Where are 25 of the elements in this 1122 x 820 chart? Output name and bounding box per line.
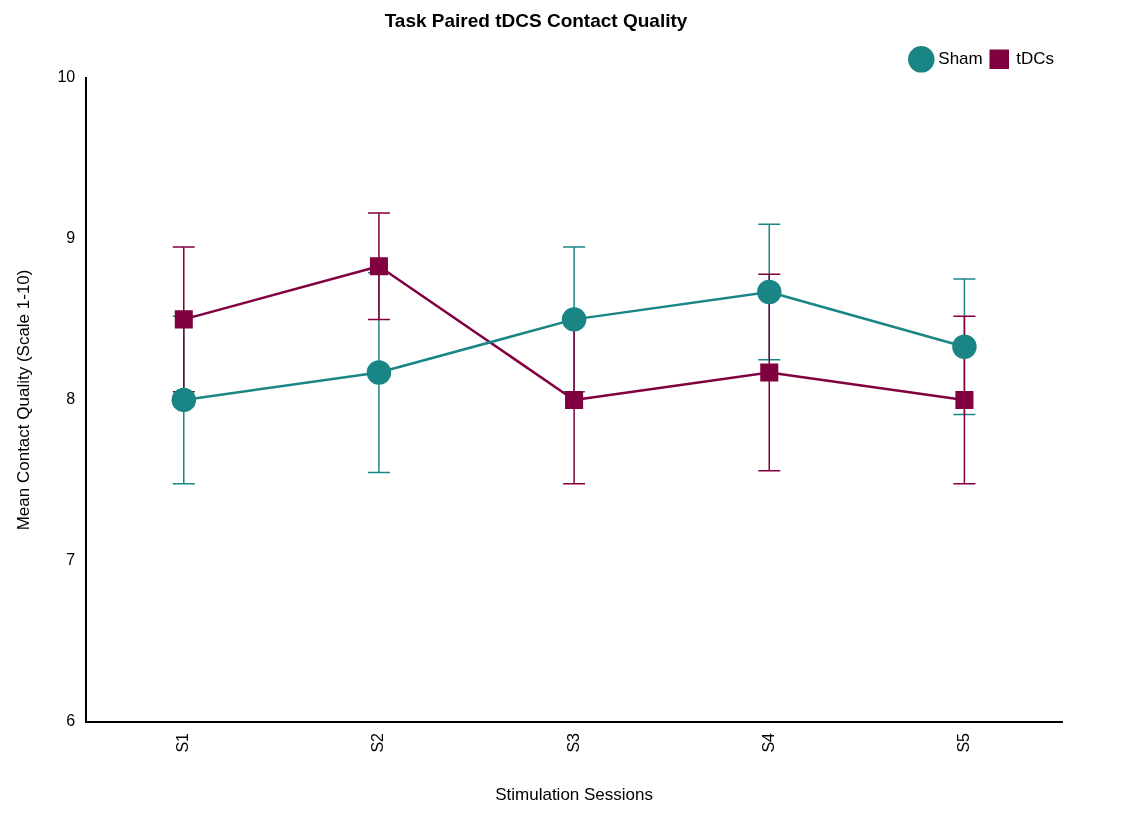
x-tick-label: S5 xyxy=(954,732,972,753)
x-tick-label: S2 xyxy=(369,732,387,753)
point xyxy=(760,363,779,382)
x-tick-label: S3 xyxy=(564,732,582,753)
point xyxy=(757,279,782,305)
x-tick-label: S4 xyxy=(759,732,777,753)
point xyxy=(369,257,388,276)
y-tick-label: 9 xyxy=(66,229,76,247)
point xyxy=(955,390,974,409)
y-tick-label: 7 xyxy=(66,551,76,569)
point xyxy=(174,310,193,329)
point xyxy=(952,334,977,360)
y-axis-title: Mean Contact Quality (Scale 1-10) xyxy=(13,269,33,531)
point xyxy=(171,387,197,413)
point xyxy=(366,360,392,385)
y-tick-label: 8 xyxy=(66,390,76,408)
legend-label: tDCs xyxy=(1016,48,1054,68)
y-tick-label: 6 xyxy=(66,712,76,730)
chart-title: Task Paired tDCS Contact Quality xyxy=(384,9,688,31)
point xyxy=(565,390,584,409)
legend-label: Sham xyxy=(938,48,983,68)
x-tick-label: S1 xyxy=(174,732,192,753)
x-axis-title: Stimulation Sessions xyxy=(495,785,653,805)
point xyxy=(561,307,587,332)
y-tick-label: 10 xyxy=(57,68,76,86)
